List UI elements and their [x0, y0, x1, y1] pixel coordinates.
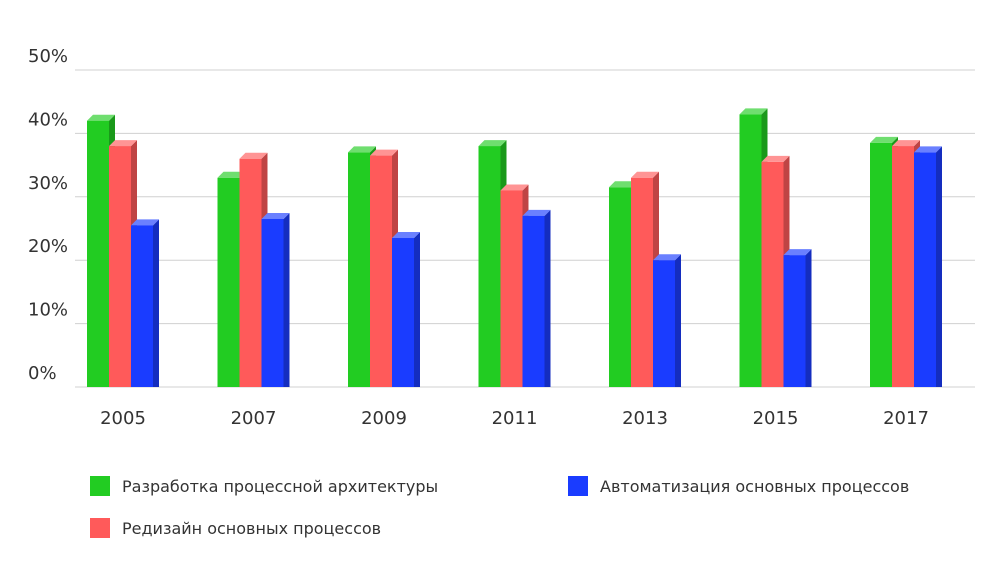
- bars: [87, 108, 942, 387]
- bar-chart: 0%10%20%30%40%50% 2005 2007 2009 2011 2013 20…: [28, 46, 975, 429]
- bar-2007-2: [261, 212, 290, 387]
- bar-2017-2: [914, 146, 942, 387]
- x-category-label: 2015: [753, 408, 799, 429]
- x-category-label: 2007: [231, 408, 277, 429]
- bar-2009-2: [392, 232, 420, 387]
- bar-2011-2: [522, 209, 551, 387]
- y-tick-label: 40%: [28, 109, 68, 130]
- legend-swatch-2: [568, 476, 588, 496]
- x-category-label: 2005: [100, 408, 146, 429]
- bar-2005-2: [131, 219, 159, 387]
- y-tick-label: 50%: [28, 46, 68, 67]
- legend-label-0: Разработка процессной архитектуры: [122, 476, 439, 496]
- bar-2015-2: [783, 249, 812, 387]
- legend-label-2: Автоматизация основных процессов: [600, 476, 910, 496]
- legend-item-1: Редизайн основных процессов: [90, 518, 381, 538]
- bar-2013-2: [653, 254, 681, 387]
- x-category-label: 2013: [622, 408, 668, 429]
- x-category-label: 2009: [361, 408, 407, 429]
- y-tick-label: 20%: [28, 236, 68, 257]
- legend-item-0: Разработка процессной архитектуры: [90, 476, 438, 496]
- y-tick-label: 30%: [28, 173, 68, 194]
- y-tick-label: 10%: [28, 300, 68, 321]
- legend-swatch-1: [90, 518, 110, 538]
- y-tick-label: 0%: [28, 363, 57, 384]
- legend-item-2: Автоматизация основных процессов: [568, 476, 909, 496]
- x-category-label: 2011: [492, 408, 538, 429]
- legend-swatch-0: [90, 476, 110, 496]
- legend-label-1: Редизайн основных процессов: [122, 518, 382, 538]
- x-axis-categories: 2005 2007 2009 2011 2013 2015 2017: [100, 408, 929, 429]
- x-category-label: 2017: [883, 408, 929, 429]
- y-axis-ticks: 0% 10% 20% 30% 40% 50%: [28, 46, 68, 384]
